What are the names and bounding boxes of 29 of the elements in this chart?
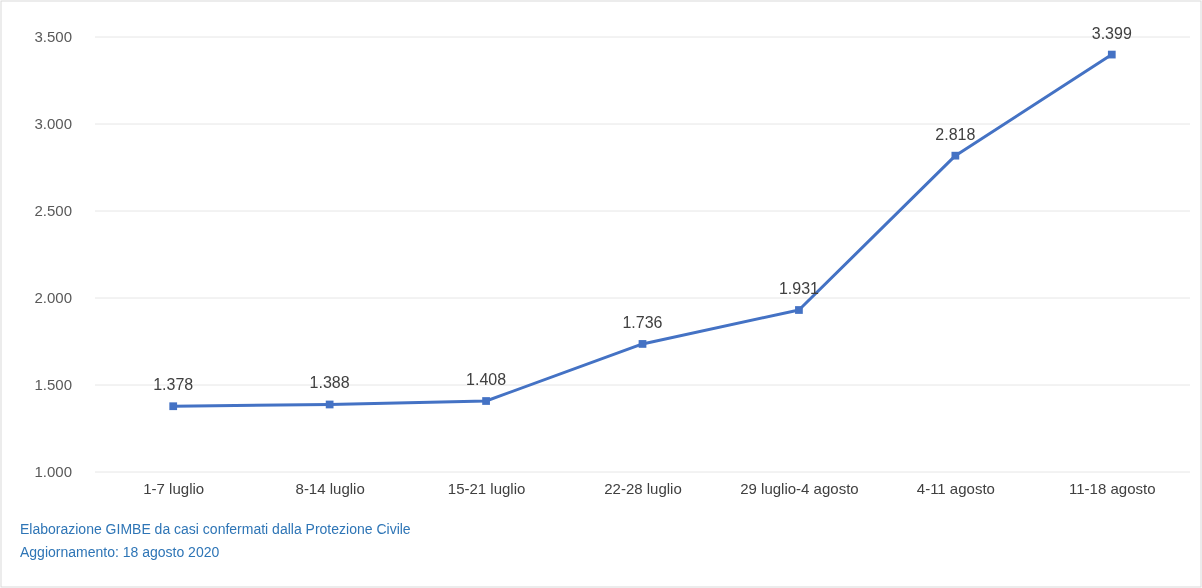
y-tick-label: 2.500 [34,202,72,220]
y-tick-label: 1.500 [34,376,72,394]
point [325,400,334,409]
y-tick-label: 3.500 [34,28,72,46]
data-label: 1.931 [778,280,820,298]
point [951,151,960,160]
x-tick-label: 15-21 luglio [447,479,526,497]
y-tick-label: 1.000 [34,463,72,481]
y-tick-label: 2.000 [34,289,72,307]
point [795,306,803,314]
point [169,402,178,411]
x-tick-label: 8-14 luglio [295,479,365,497]
data-label: 3.399 [1091,24,1132,42]
y-tick-label: 3.000 [34,115,72,133]
x-tick-label: 1-7 luglio [143,479,205,497]
data-label: 1.736 [622,313,663,331]
point [482,397,490,405]
text: Aggiornamento: 18 agosto 2020 [20,544,220,560]
data-label: 2.818 [935,125,976,143]
data-label: 1.408 [466,371,507,389]
x-tick-label: 29 luglio-4 agosto [740,479,859,497]
x-tick-label: 11-18 agosto [1069,479,1156,497]
data-label: 1.378 [153,376,194,394]
point [1107,50,1116,59]
data-label: 1.388 [309,374,350,392]
point [638,340,647,348]
text: Elaborazione GIMBE da casi confermati dalla Protezione Civile [20,521,411,537]
x-tick-label: 22-28 luglio [604,479,682,497]
x-tick-label: 4-11 agosto [916,479,995,497]
